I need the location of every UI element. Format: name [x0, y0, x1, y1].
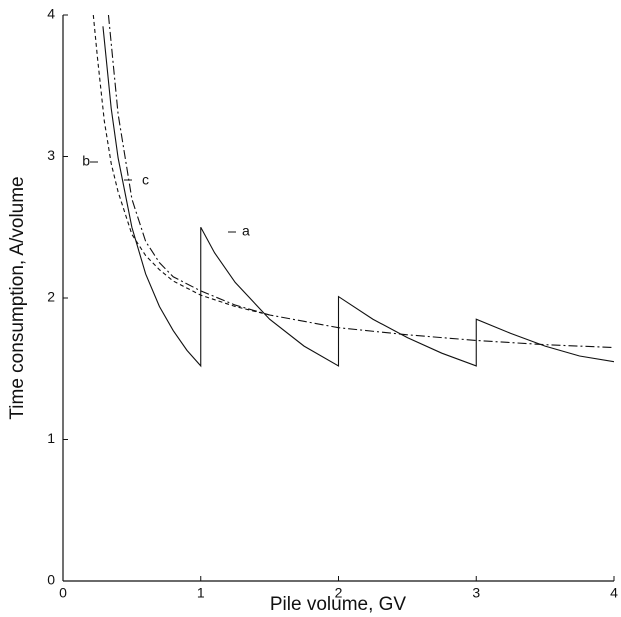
- y-tick-label: 3: [47, 147, 55, 163]
- curve-label: a: [242, 223, 250, 239]
- x-tick-label: 4: [610, 585, 618, 601]
- curve: [92, 15, 270, 316]
- x-tick-label: 0: [59, 585, 67, 601]
- curve: [107, 15, 614, 349]
- y-axis-title: Time consumption, A/volume: [7, 176, 28, 419]
- x-tick-label: 1: [197, 585, 205, 601]
- y-tick-label: 1: [47, 430, 55, 446]
- curve: [102, 26, 614, 368]
- x-axis-title: Pile volume, GV: [270, 594, 407, 615]
- x-tick-label: 2: [335, 585, 343, 601]
- y-tick-label: 4: [47, 6, 55, 22]
- x-tick-label: 3: [472, 585, 480, 601]
- y-tick-label: 0: [47, 572, 55, 588]
- y-tick-label: 2: [47, 289, 55, 305]
- curve-label: c: [142, 172, 149, 188]
- curve-label: b: [82, 153, 90, 169]
